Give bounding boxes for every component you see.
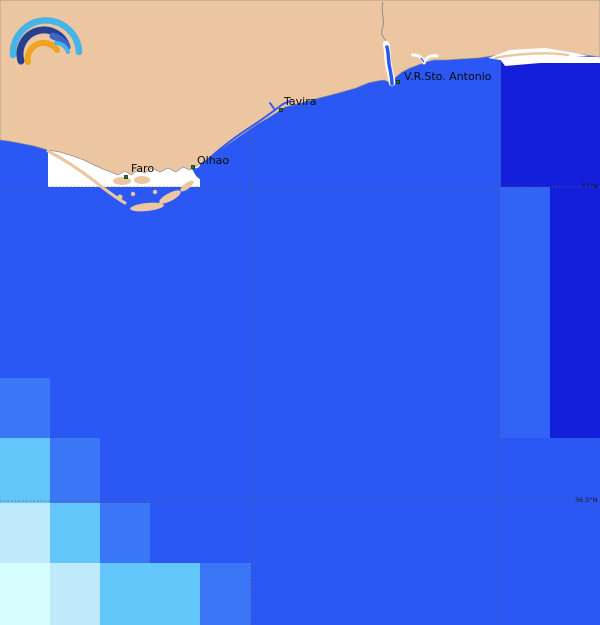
city-label: Tavira xyxy=(283,95,316,108)
island-culatra xyxy=(130,202,164,212)
sea-cell-dark xyxy=(501,63,600,187)
sea-cell-sky xyxy=(0,438,50,503)
island-tavira xyxy=(180,180,194,192)
sea-cell-sky xyxy=(50,503,100,563)
logo xyxy=(9,17,83,65)
faro-peninsula-1 xyxy=(113,177,131,185)
sea-cell-medium xyxy=(50,438,100,503)
olhao-inlet xyxy=(192,167,220,186)
sea-cell-medium xyxy=(100,503,150,563)
no-data-strip-east xyxy=(498,56,600,66)
barrier-spit xyxy=(46,149,127,205)
sea-data-cells xyxy=(0,63,600,625)
logo-arc-orange xyxy=(24,39,60,65)
sea-cell-sky xyxy=(100,563,200,625)
land-polygon xyxy=(0,0,600,176)
logo-arc-outer xyxy=(9,17,83,59)
estuary-channels xyxy=(411,53,439,65)
latitude-label: 36.5°N xyxy=(575,496,598,504)
tavira-channel xyxy=(198,100,291,169)
faro-peninsula-2 xyxy=(134,176,150,184)
city-label: V.R.Sto. Antonio xyxy=(404,70,492,83)
city-marker xyxy=(279,108,283,112)
city-label: Faro xyxy=(131,162,154,175)
city-marker xyxy=(124,175,128,179)
east-coast-lagoon xyxy=(488,48,588,60)
sea-cell-medium xyxy=(0,378,50,438)
estuary-water xyxy=(420,57,425,63)
ria-formosa xyxy=(46,149,194,212)
city-label: Olhao xyxy=(197,154,229,167)
river-water xyxy=(385,45,394,86)
sea-cell-pale xyxy=(0,503,50,563)
sea-cell-medium xyxy=(200,563,251,625)
sea-cell-dark xyxy=(550,187,600,438)
channel-water xyxy=(198,100,291,169)
sea-cell-main_alt xyxy=(500,187,550,438)
sea-cell-palest xyxy=(0,563,50,625)
islet-1 xyxy=(117,194,123,200)
islet-3 xyxy=(152,189,158,195)
river-upper-stream xyxy=(381,1,387,46)
latitude-label: 37°N xyxy=(581,182,598,190)
guadiana-river xyxy=(381,1,396,87)
city-markers: Faro Olhao Tavira V.R.Sto. Antonio xyxy=(124,70,492,179)
city-marker xyxy=(396,80,400,84)
sea-cell-pale xyxy=(50,563,100,625)
latitude-labels: 37°N 36.5°N xyxy=(575,182,598,504)
islet-spit xyxy=(493,52,570,60)
island-armona xyxy=(159,190,181,204)
city-marker xyxy=(191,165,195,169)
logo-arc-inner xyxy=(54,41,70,54)
islet-2 xyxy=(130,191,136,197)
